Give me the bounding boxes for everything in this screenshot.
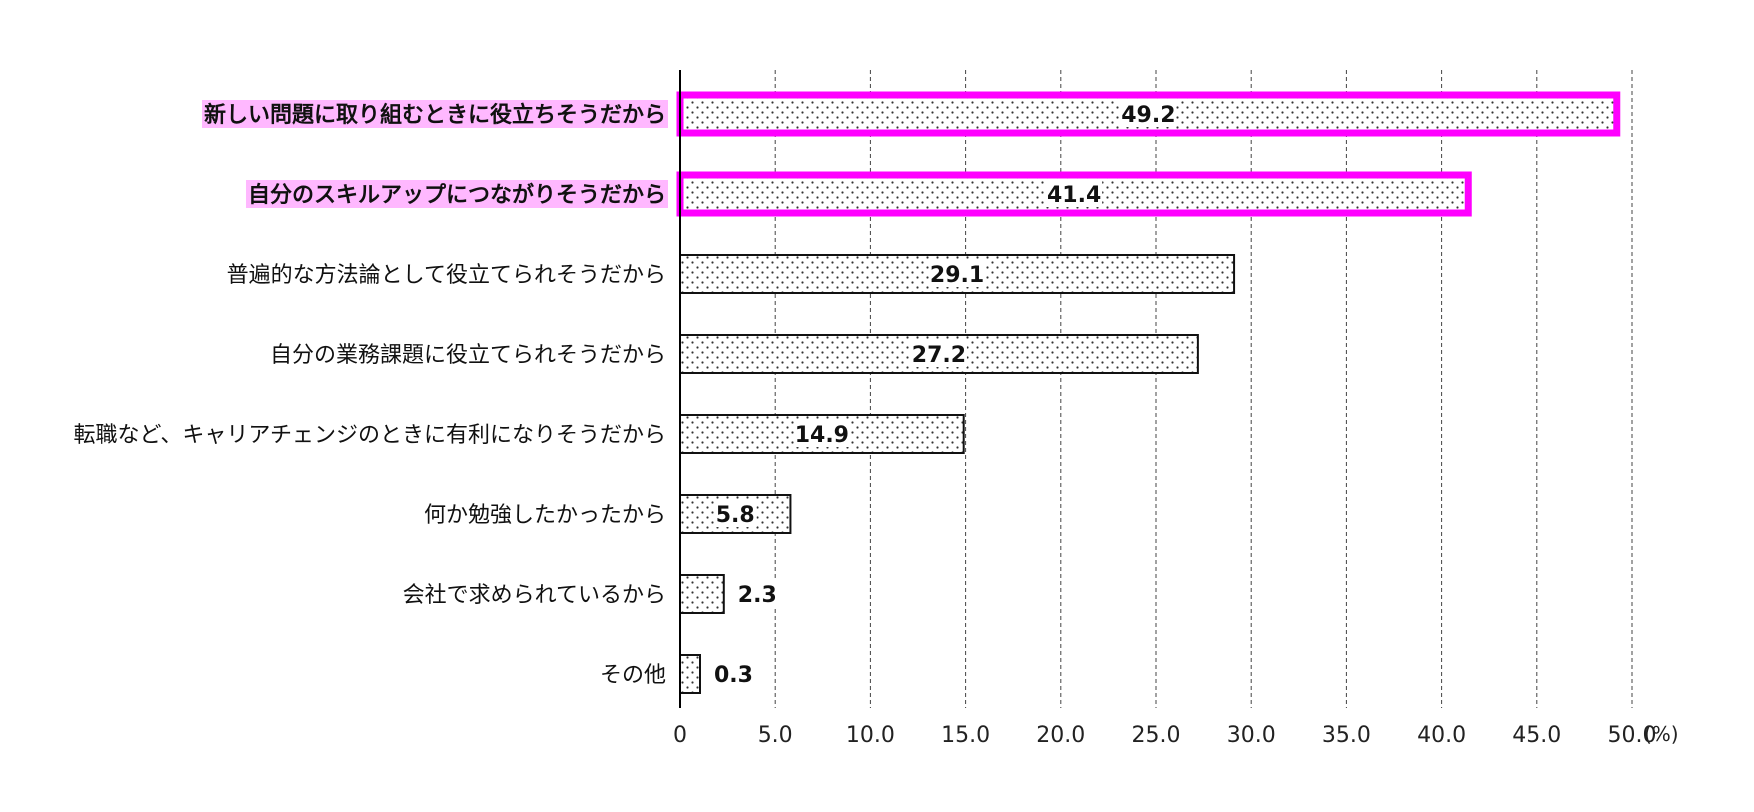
- value-label-bg: [929, 261, 986, 287]
- category-label: 会社で求められているから: [403, 583, 666, 608]
- gridlines: [774, 70, 1633, 708]
- x-tick-label: 0: [673, 723, 687, 748]
- bar: [679, 654, 701, 694]
- value-label: 2.3: [738, 583, 777, 608]
- highlight-label-bg: [201, 100, 668, 128]
- category-label: 自分のスキルアップにつながりそうだから: [248, 182, 666, 208]
- x-tick-label: 30.0: [1227, 723, 1276, 748]
- x-tick-label: 25.0: [1132, 723, 1181, 748]
- x-tick-label: 20.0: [1036, 723, 1085, 748]
- value-label-bg: [1120, 101, 1177, 127]
- x-unit-label: (%): [1644, 722, 1679, 746]
- x-tick-label: 35.0: [1322, 723, 1371, 748]
- category-labels: 新しい問題に取り組むときに役立ちそうだから自分のスキルアップにつながりそうだから…: [74, 100, 668, 688]
- value-label: 41.4: [1047, 183, 1101, 208]
- category-label: 新しい問題に取り組むときに役立ちそうだから: [204, 102, 666, 128]
- x-tick-label: 50.0: [1608, 723, 1657, 748]
- x-axis-ticks: 0 5.0 10.0 15.0 20.0 25.0 30.0 35.0 40.0 45.0 50.0: [673, 723, 1656, 748]
- value-label: 29.1: [930, 263, 984, 288]
- x-tick-label: 40.0: [1417, 723, 1466, 748]
- value-label: 5.8: [716, 503, 755, 528]
- value-label-bg: [910, 341, 967, 367]
- category-label: 自分の業務課題に役立てられそうだから: [270, 343, 666, 368]
- value-label: 27.2: [912, 343, 966, 368]
- x-tick-label: 45.0: [1512, 723, 1561, 748]
- value-label-bg: [1046, 181, 1103, 207]
- value-label-bg: [793, 421, 850, 447]
- category-label: 転職など、キャリアチェンジのときに有利になりそうだから: [74, 423, 666, 448]
- value-label-bg: [735, 581, 779, 607]
- category-label: 普遍的な方法論として役立てられそうだから: [227, 263, 666, 288]
- x-tick-label: 15.0: [941, 723, 990, 748]
- x-tick-label: 5.0: [758, 723, 793, 748]
- category-label: その他: [600, 663, 666, 688]
- value-label: 49.2: [1121, 103, 1175, 128]
- value-label-bg: [713, 501, 757, 527]
- bars: 49.2 41.4 29.1 27.2 14.9 5.8 2.3 0.3: [676, 91, 1621, 694]
- bar: [679, 574, 725, 614]
- value-label: 14.9: [795, 423, 849, 448]
- highlight-label-bg: [245, 180, 668, 208]
- value-label: 0.3: [714, 663, 753, 688]
- category-label: 何か勉強したかったから: [424, 503, 666, 528]
- x-tick-label: 10.0: [846, 723, 895, 748]
